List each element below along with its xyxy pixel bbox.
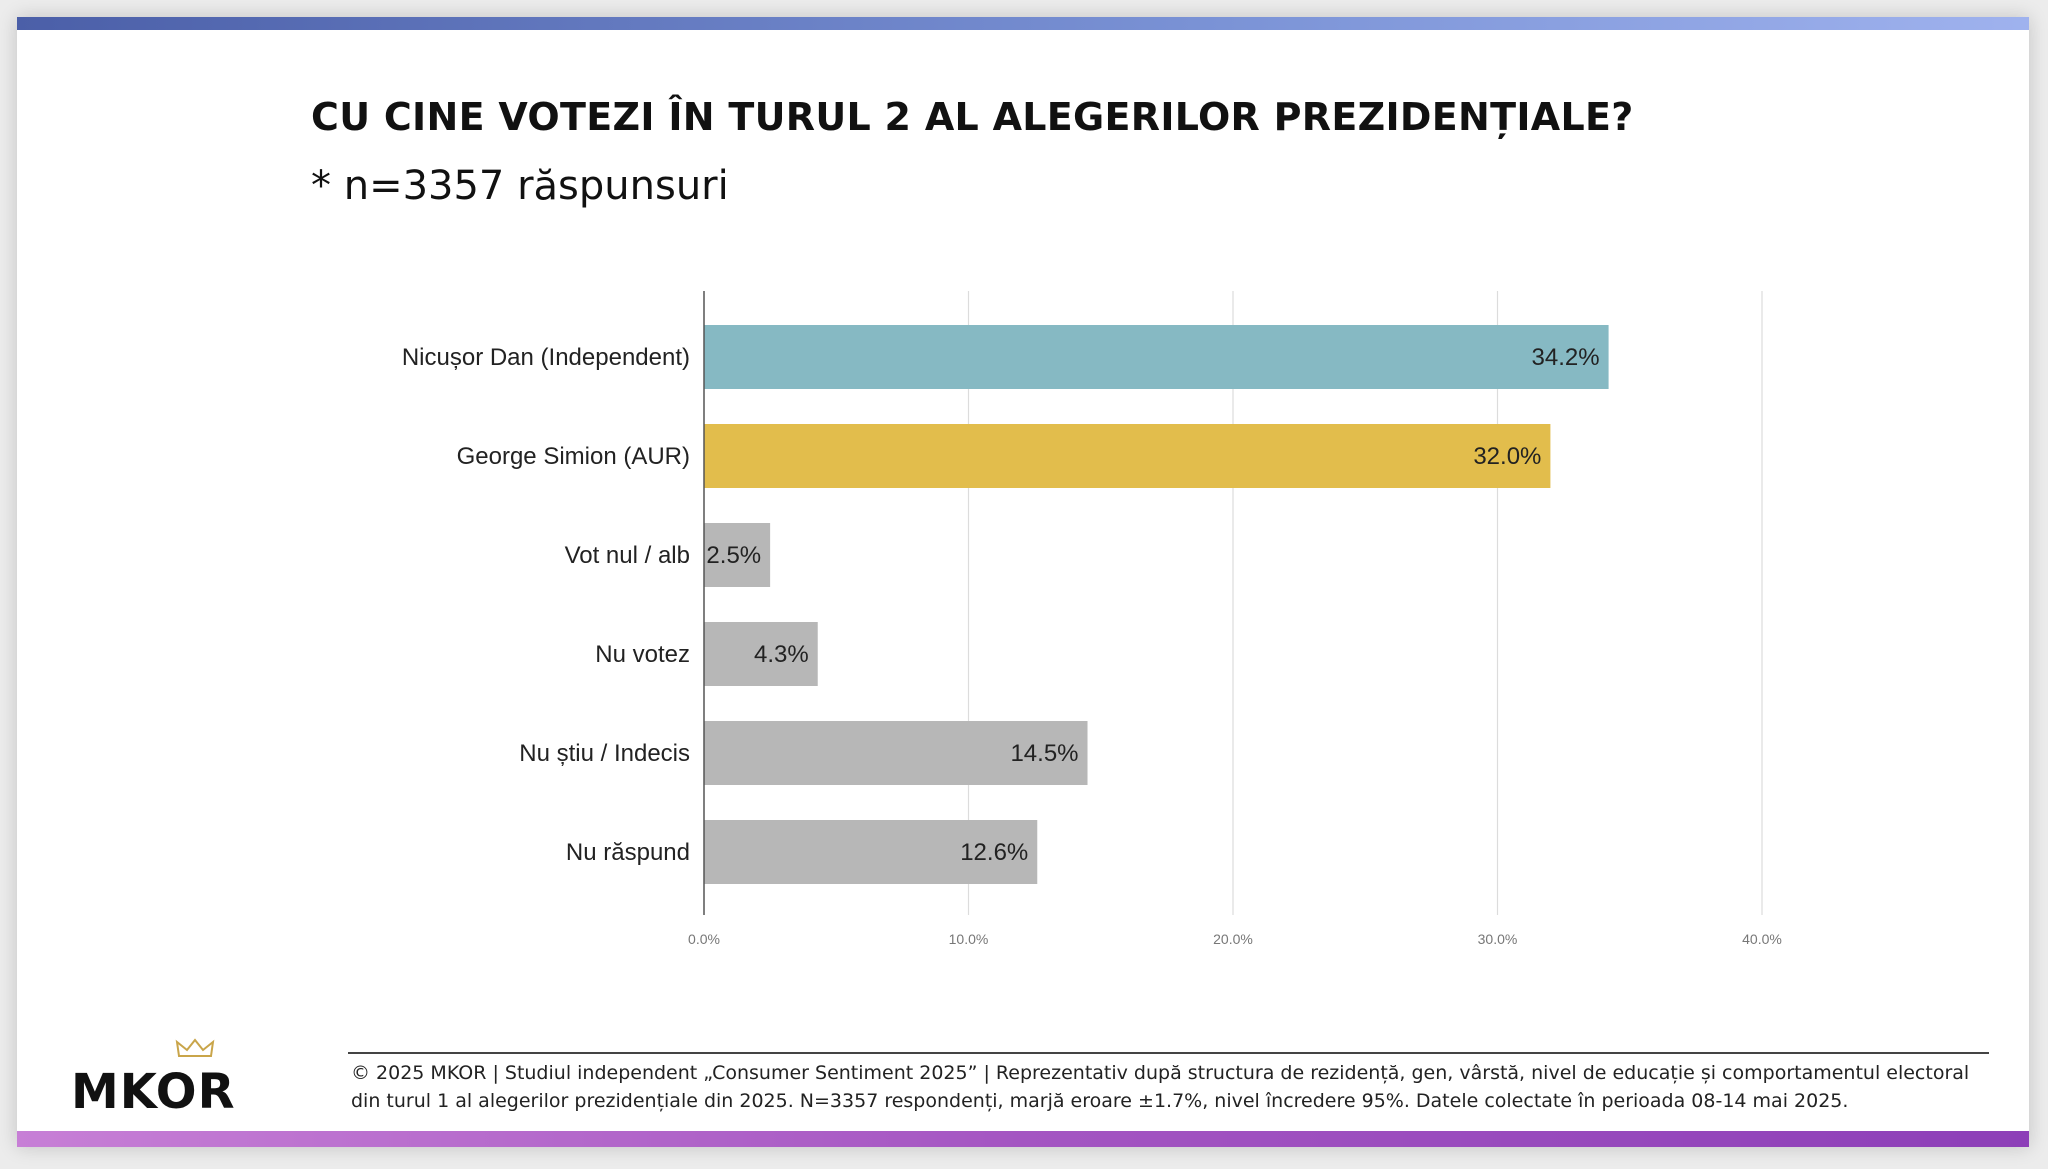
bar-chart: 0.0% 10.0% 20.0% 30.0% 40.0% Nicușor Dan (Ind… xyxy=(402,291,1782,947)
footer-divider xyxy=(348,1052,1989,1054)
bar xyxy=(704,325,1609,389)
chart-title: CU CINE VOTEZI ÎN TURUL 2 AL ALEGERILOR … xyxy=(311,95,1634,139)
category-label: Vot nul / alb xyxy=(565,542,690,569)
value-label: 12.6% xyxy=(960,839,1028,866)
x-tick-label: 10.0% xyxy=(949,931,989,947)
category-label: Nu votez xyxy=(595,641,690,668)
value-label: 2.5% xyxy=(706,542,761,569)
bar xyxy=(704,523,771,587)
value-label: 34.2% xyxy=(1532,344,1600,371)
x-tick-label: 30.0% xyxy=(1478,931,1518,947)
footer-note: © 2025 MKOR | Studiul independent „Consu… xyxy=(351,1062,1970,1112)
bar xyxy=(704,622,818,686)
bar xyxy=(704,721,1088,785)
x-tick-label: 0.0% xyxy=(688,931,720,947)
category-label: Nu știu / Indecis xyxy=(519,740,690,767)
mkor-logo: MKOR xyxy=(71,1036,271,1120)
value-label: 14.5% xyxy=(1010,740,1078,767)
category-label: Nicușor Dan (Independent) xyxy=(402,344,690,371)
logo-text: MKOR xyxy=(71,1064,236,1120)
category-label: Nu răspund xyxy=(566,839,690,866)
bottom-accent-band xyxy=(17,1131,2029,1147)
x-tick-label: 20.0% xyxy=(1213,931,1253,947)
value-label: 32.0% xyxy=(1473,443,1541,470)
slide-card: CU CINE VOTEZI ÎN TURUL 2 AL ALEGERILOR … xyxy=(17,17,2029,1147)
chart-subtitle: * n=3357 răspunsuri xyxy=(311,163,729,209)
category-label: George Simion (AUR) xyxy=(457,443,690,470)
bar xyxy=(704,424,1551,488)
top-accent-band xyxy=(17,17,2029,30)
bar xyxy=(704,820,1038,884)
value-label: 4.3% xyxy=(754,641,809,668)
x-tick-label: 40.0% xyxy=(1742,931,1782,947)
crown-icon xyxy=(175,1038,215,1057)
